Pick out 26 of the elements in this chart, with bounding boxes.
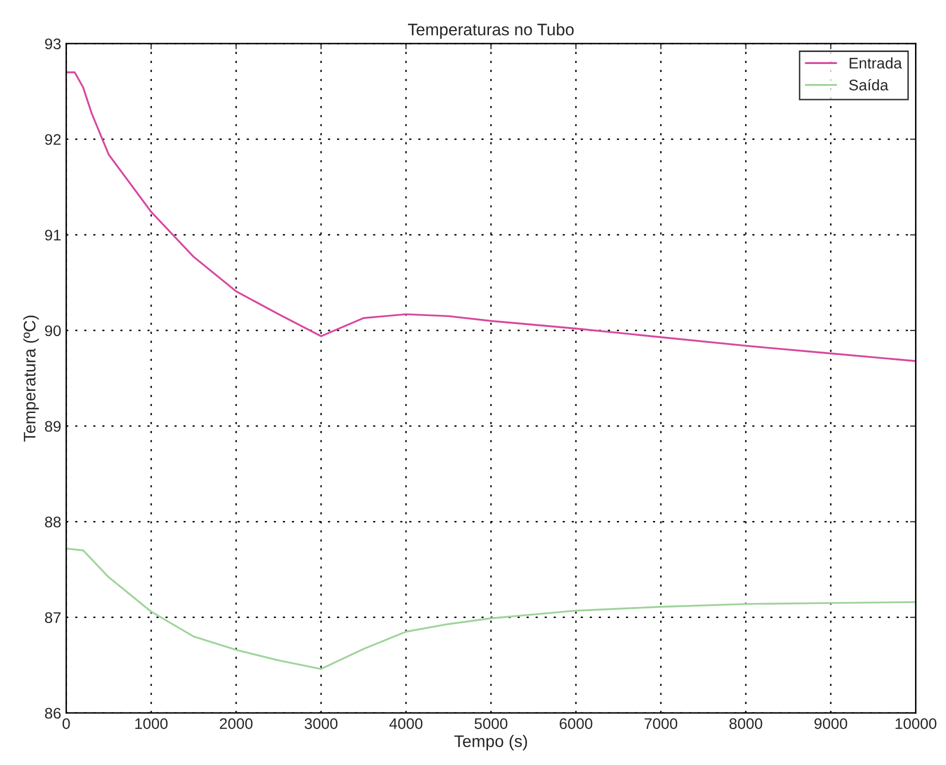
y-tick-label: 89: [45, 420, 61, 432]
y-tick-label: 93: [45, 38, 61, 50]
x-tick-label: 8000: [730, 718, 762, 730]
y-tick-label: 90: [45, 325, 61, 336]
y-tick-label: 87: [45, 612, 61, 624]
y-tick-label: 91: [45, 230, 61, 241]
line-series: [66, 548, 916, 670]
x-tick-label: 0: [62, 718, 70, 730]
chart-title: Temperaturas no Tubo: [408, 23, 574, 39]
x-tick-label: 7000: [644, 718, 678, 730]
y-tick-label: 92: [45, 134, 61, 145]
x-tick-label: 4000: [389, 718, 422, 730]
y-axis-title: Temperatura (ºC): [23, 316, 39, 442]
line-series: [66, 71, 916, 362]
legend-label: Saída: [849, 79, 888, 90]
x-tick-label: 1000: [135, 718, 168, 730]
x-tick-label: 5000: [474, 718, 508, 730]
x-tick-label: 10000: [896, 718, 936, 730]
y-tick-label: 86: [45, 708, 61, 719]
x-tick-label: 2000: [220, 718, 253, 730]
x-tick-label: 6000: [560, 718, 592, 730]
x-tick-label: 9000: [814, 718, 848, 730]
x-axis-title: Tempo (s): [454, 734, 527, 750]
x-tick-label: 3000: [304, 718, 338, 730]
legend-label: Entrada: [850, 57, 902, 69]
y-tick-label: 88: [45, 516, 61, 528]
